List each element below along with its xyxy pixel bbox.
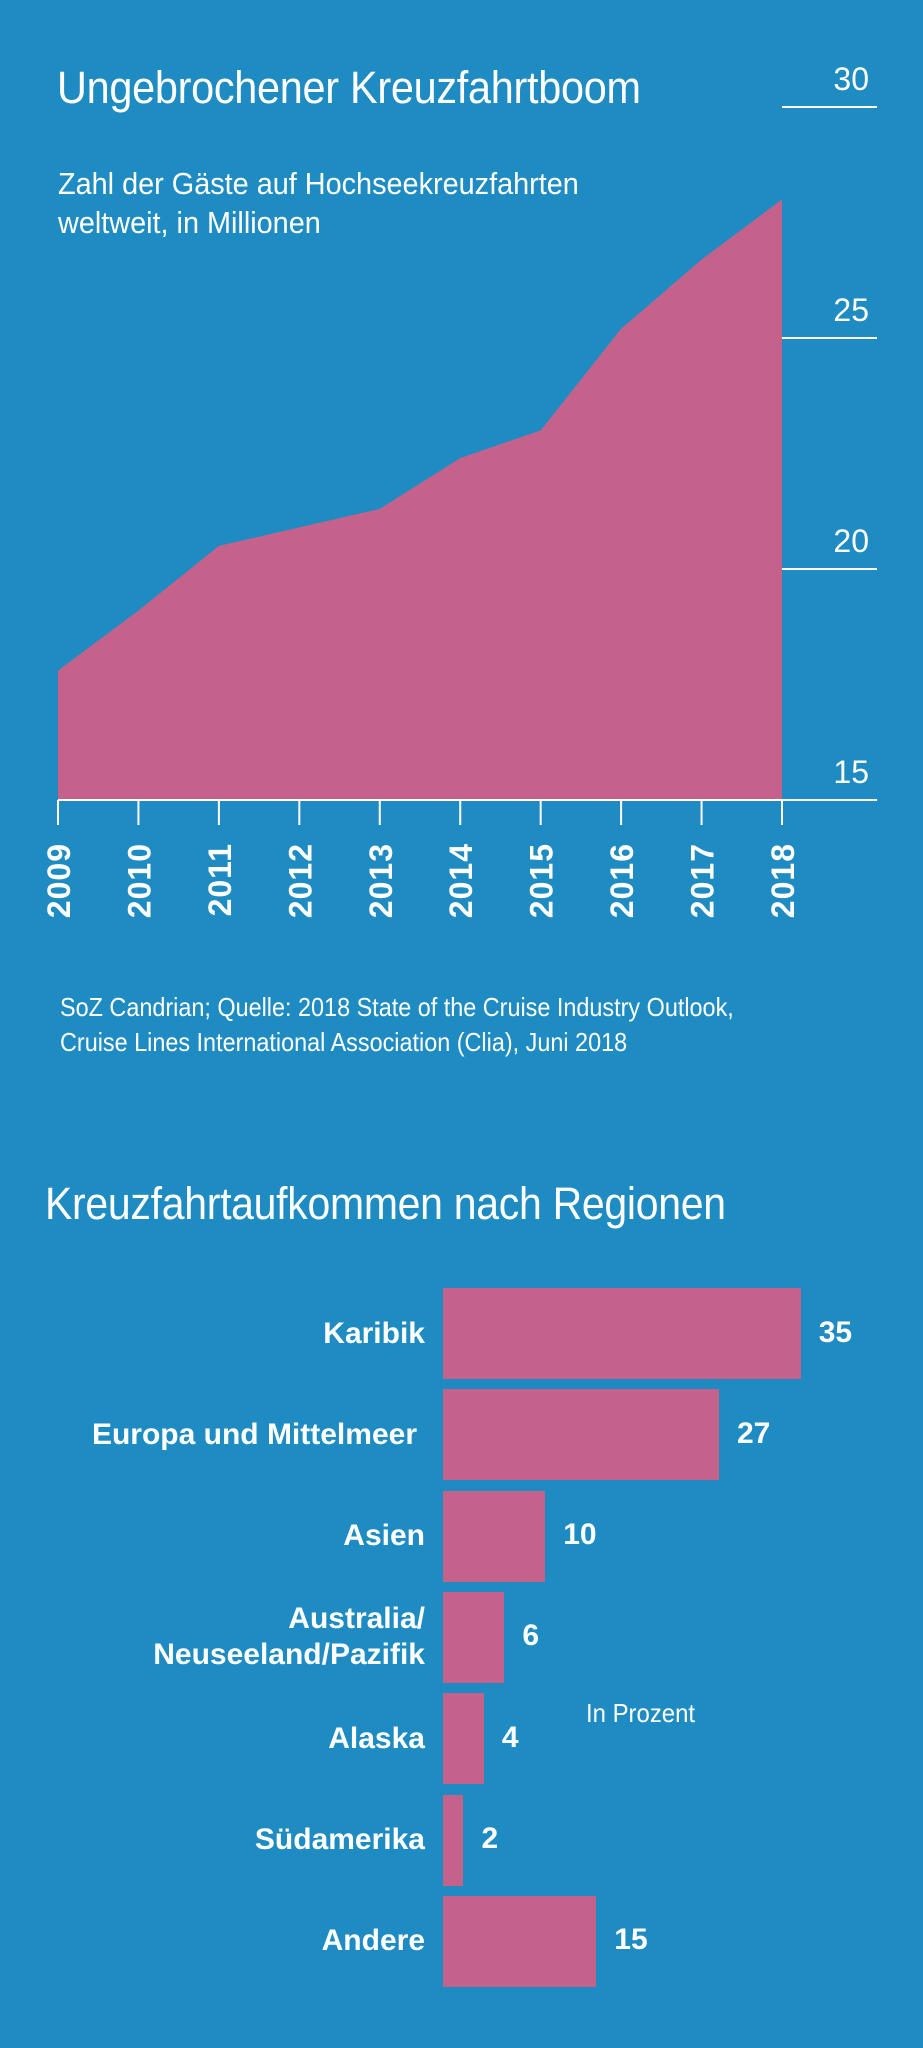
bar-category-label-line: Alaska <box>328 1721 425 1755</box>
bar-value-label: 10 <box>563 1518 597 1552</box>
bar <box>443 1895 597 1987</box>
gridlines <box>782 106 877 570</box>
bar-category-label: Australia/Neuseeland/Pazifik <box>153 1601 425 1673</box>
bar-value-label: 27 <box>736 1416 771 1450</box>
bar-category-label-line: Neuseeland/Pazifik <box>153 1638 425 1672</box>
bar-category-label-line: Australia/ <box>288 1602 425 1636</box>
bar-category-label-line: Karibik <box>323 1316 425 1350</box>
y-axis-ticks: 15 20 25 30 <box>833 61 869 790</box>
bar-value-label: 2 <box>481 1822 499 1855</box>
bar <box>443 1490 546 1582</box>
subtitle-line: weltweit, in Millionen <box>58 205 321 240</box>
y-tick-label: 25 <box>833 292 869 328</box>
source-note: SoZ Candrian; Quelle: 2018 State of the … <box>60 990 734 1060</box>
unit-note: In Prozent <box>586 1698 696 1728</box>
bar-category-label-line: Asien <box>343 1519 425 1553</box>
bar <box>443 1591 505 1683</box>
y-tick-label: 20 <box>833 523 869 559</box>
area-chart-title: Ungebrochener Kreuzfahrtboom <box>57 62 641 113</box>
area-series <box>58 199 782 800</box>
bar-category-label: Karibik <box>323 1316 425 1352</box>
y-tick-label: 30 <box>833 61 869 97</box>
bar-category-label: Südamerika <box>255 1822 425 1858</box>
area-chart-subtitle: Zahl der Gäste auf Hochseekreuzfahrten w… <box>58 164 579 242</box>
bar-category-label: Alaska <box>328 1721 425 1757</box>
bar-category-label: Andere <box>322 1923 425 1959</box>
subtitle-line: Zahl der Gäste auf Hochseekreuzfahrten <box>58 166 579 201</box>
x-axis-ticks: 2009 2010 2011 2012 2013 2014 2015 2016 2017 2018 <box>41 800 801 918</box>
bar-category-label: Europa und Mittelmeer <box>92 1417 417 1453</box>
source-line: SoZ Candrian; Quelle: 2018 State of the … <box>60 992 734 1022</box>
bar-category-label-line: Andere <box>321 1924 425 1958</box>
x-tick-label: 2018 <box>765 843 801 918</box>
bar <box>443 1794 464 1886</box>
x-tick-label: 2017 <box>685 843 721 918</box>
x-tick-label: 2009 <box>41 843 77 918</box>
source-line: Cruise Lines International Association (… <box>60 1027 628 1057</box>
bar-value-label: 15 <box>614 1923 648 1957</box>
x-tick-label: 2016 <box>604 843 640 918</box>
bar-category-label: Asien <box>343 1518 425 1554</box>
bar-value-label: 4 <box>501 1720 519 1754</box>
x-tick-label: 2015 <box>524 843 560 918</box>
area-chart: 2009 2010 2011 2012 2013 2014 2015 2016 2017 2018… <box>41 61 877 918</box>
bar-value-label: 35 <box>818 1315 853 1349</box>
x-tick-label: 2010 <box>121 843 157 918</box>
x-tick-label: 2011 <box>202 843 238 916</box>
bar-value-label: 6 <box>522 1619 539 1653</box>
x-tick-label: 2012 <box>282 843 318 918</box>
bar-chart-title: Kreuzfahrtaufkommen nach Regionen <box>45 1178 726 1229</box>
bar <box>443 1693 484 1785</box>
bar-category-label-line: Europa und Mittelmeer <box>91 1417 417 1451</box>
bar <box>443 1389 719 1481</box>
bar <box>443 1288 801 1379</box>
x-tick-label: 2014 <box>443 843 479 918</box>
x-tick-label: 2013 <box>363 843 399 918</box>
y-tick-label: 15 <box>833 754 869 790</box>
bar-category-label-line: Südamerika <box>254 1823 425 1856</box>
